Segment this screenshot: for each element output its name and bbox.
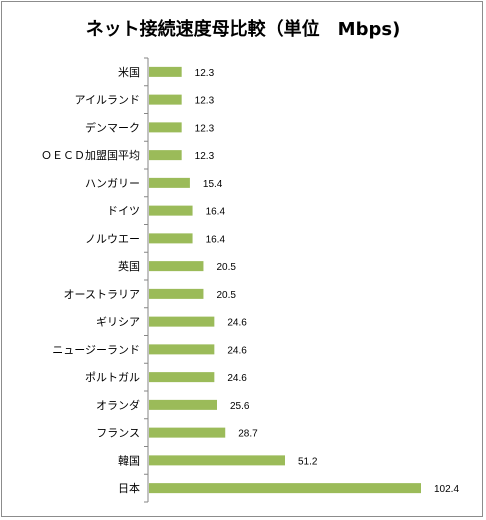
- bar: [149, 205, 193, 216]
- value-label: 24.6: [227, 318, 247, 329]
- bar: [149, 150, 182, 161]
- bar: [149, 399, 217, 410]
- bar: [149, 372, 215, 383]
- bar: [149, 344, 215, 355]
- bar: [149, 122, 182, 133]
- category-label: ノルウエー: [85, 232, 140, 245]
- bar: [149, 261, 204, 272]
- category-label: ポルトガル: [85, 371, 140, 384]
- category-label: ハンガリー: [85, 177, 140, 190]
- bar: [149, 177, 190, 188]
- value-label: 12.3: [195, 68, 215, 79]
- category-label: デンマーク: [85, 120, 140, 134]
- value-label: 15.4: [203, 179, 223, 190]
- value-labels: 12.3 12.3 12.3 12.3 15.4 16.4 16.4 20.5 20.5 24.6…: [195, 68, 460, 495]
- value-label: 102.4: [434, 484, 459, 495]
- chart-title: ネット接続速度母比較（単位 Mbps): [85, 19, 401, 40]
- bars: [149, 66, 421, 494]
- value-label: 12.3: [195, 96, 215, 107]
- bar: [149, 455, 285, 466]
- category-label: ギリシア: [96, 316, 140, 329]
- bar: [149, 66, 182, 77]
- category-label: フランス: [96, 427, 140, 440]
- value-label: 25.6: [230, 401, 250, 412]
- category-label: 日本: [118, 481, 140, 495]
- value-label: 12.3: [195, 123, 215, 134]
- bar: [149, 427, 226, 438]
- bar: [149, 94, 182, 105]
- category-label: オランダ: [96, 398, 140, 412]
- category-label: ＯＥＣＤ加盟国平均: [41, 149, 140, 162]
- bar: [149, 483, 421, 494]
- category-label: オーストラリア: [64, 288, 140, 301]
- bar: [149, 233, 193, 244]
- value-label: 24.6: [227, 345, 247, 356]
- value-label: 28.7: [238, 429, 258, 440]
- bar: [149, 316, 215, 327]
- category-label: 韓国: [118, 454, 140, 467]
- category-label: 米国: [118, 66, 140, 79]
- category-axis-ticks: [144, 57, 148, 503]
- value-label: 16.4: [206, 207, 226, 218]
- category-label: ニュージーランド: [52, 343, 140, 356]
- category-label: ドイツ: [107, 205, 140, 218]
- value-label: 20.5: [216, 262, 236, 273]
- value-label: 51.2: [298, 456, 318, 467]
- bar: [149, 288, 204, 299]
- value-label: 24.6: [227, 373, 247, 384]
- value-label: 12.3: [195, 151, 215, 162]
- value-label: 20.5: [216, 290, 236, 301]
- category-label: アイルランド: [75, 94, 140, 107]
- category-label: 英国: [118, 259, 140, 273]
- value-label: 16.4: [206, 234, 226, 245]
